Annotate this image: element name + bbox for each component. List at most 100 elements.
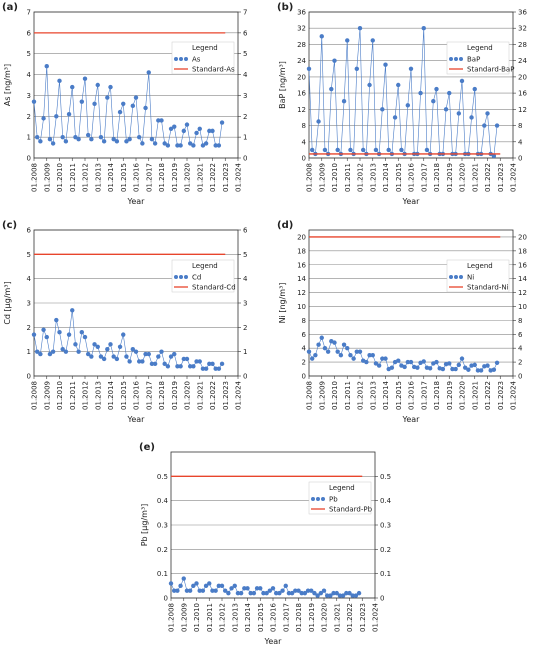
y2-tick-label: 2 [518,359,522,367]
data-point [197,359,202,364]
x-tick-label: 01.2010 [331,381,339,410]
data-point [322,345,328,351]
plot-frame [170,451,376,599]
x-axis-label: Year [127,197,146,206]
x-tick-label: 01.2019 [308,603,316,632]
data-point [235,590,241,596]
y-tick-label: 0.1 [157,570,168,578]
data-point [251,590,257,596]
x-tick-label: 01.2020 [321,603,329,632]
y-tick-label: 20 [297,73,306,81]
data-point [277,590,282,596]
x-tick-label: 01.2021 [471,381,479,410]
x-tick-label: 01.2023 [222,163,230,192]
data-point [396,358,401,363]
data-point [168,354,174,359]
data-point [210,588,215,593]
data-point [216,143,222,148]
data-point [101,356,107,362]
data-point [85,351,91,357]
x-tick-label: 01.2009 [180,603,188,632]
legend-marker [449,57,453,61]
data-point [95,344,100,349]
data-point [478,368,484,373]
legend-label: Standard-Cd [192,284,236,292]
data-point [152,141,158,146]
data-point [76,137,81,142]
data-point [197,588,202,593]
data-point [329,86,334,92]
x-tick-label: 01.2011 [69,381,77,410]
data-point [54,114,59,119]
data-point [485,363,490,368]
y-axis-label: BaP [ng/m³] [278,61,287,109]
x-tick-label: 01.2010 [56,381,64,410]
x-tick-label: 01.2021 [333,603,341,632]
data-point [124,354,129,359]
data-point [341,342,347,347]
x-tick-label: 01.2008 [306,381,314,410]
data-point [360,147,366,153]
data-point [494,123,500,128]
data-point [57,78,62,84]
y2-tick-label: 6 [243,227,248,235]
data-point [181,356,187,362]
y2-tick-label: 28 [518,41,527,49]
y-axis-label: Ni [ng/m³] [278,283,287,324]
x-tick-label: 01.2008 [168,603,176,632]
y2-tick-label: 16 [518,90,527,98]
data-point [354,66,360,71]
y2-tick-label: 12 [518,106,527,114]
data-point [219,361,225,367]
x-tick-label: 01.2017 [420,381,428,410]
x-tick-label: 01.2017 [145,163,153,192]
x-tick-label: 01.2016 [408,162,416,191]
data-point [309,147,315,153]
data-point [216,366,222,371]
y-tick-label: 0 [164,595,168,603]
y-tick-label: 20 [297,233,306,241]
data-point [273,590,279,596]
y-tick-label: 4 [27,71,32,79]
x-tick-label: 01.2012 [357,163,365,192]
y-tick-label: 3 [27,300,31,308]
y-tick-label: 14 [297,275,306,283]
data-point [405,359,411,365]
y-tick-label: 2 [27,324,31,332]
data-point [203,141,209,146]
data-point [124,139,129,144]
data-point [421,26,426,31]
data-point [318,590,324,596]
data-point [319,34,324,39]
x-tick-label: 01.2014 [382,162,390,191]
y-tick-label: 0.4 [157,497,169,505]
data-point [95,82,100,88]
data-point [130,103,136,109]
data-point [178,583,183,589]
data-point [111,354,116,359]
data-point [399,147,404,153]
x-tick-label: 01.2013 [369,163,377,192]
x-tick-label: 01.2016 [133,380,141,409]
data-point [168,581,174,586]
data-point [146,70,151,75]
x-tick-label: 01.2014 [107,380,115,409]
y2-tick-label: 32 [518,25,527,33]
data-point [79,330,85,335]
data-point [280,588,285,593]
legend-marker [449,275,453,279]
data-point [114,356,120,362]
y2-tick-label: 20 [518,233,527,241]
y2-tick-label: 8 [518,317,522,325]
data-point [57,330,62,335]
chart: (b) 0 4 8 12 16 20 24 28 32 36 0 4 8 12 16 20 24 28 32 36 01.… [277,2,527,206]
data-point [222,588,228,593]
legend-label: Standard-As [192,66,235,74]
x-tick-label: 01.2019 [171,163,179,192]
legend-label: BaP [467,56,480,64]
y-tick-label: 12 [297,106,306,114]
data-point [121,332,126,337]
data-point [309,588,314,593]
y2-tick-label: 5 [243,251,247,259]
data-point [424,147,430,153]
